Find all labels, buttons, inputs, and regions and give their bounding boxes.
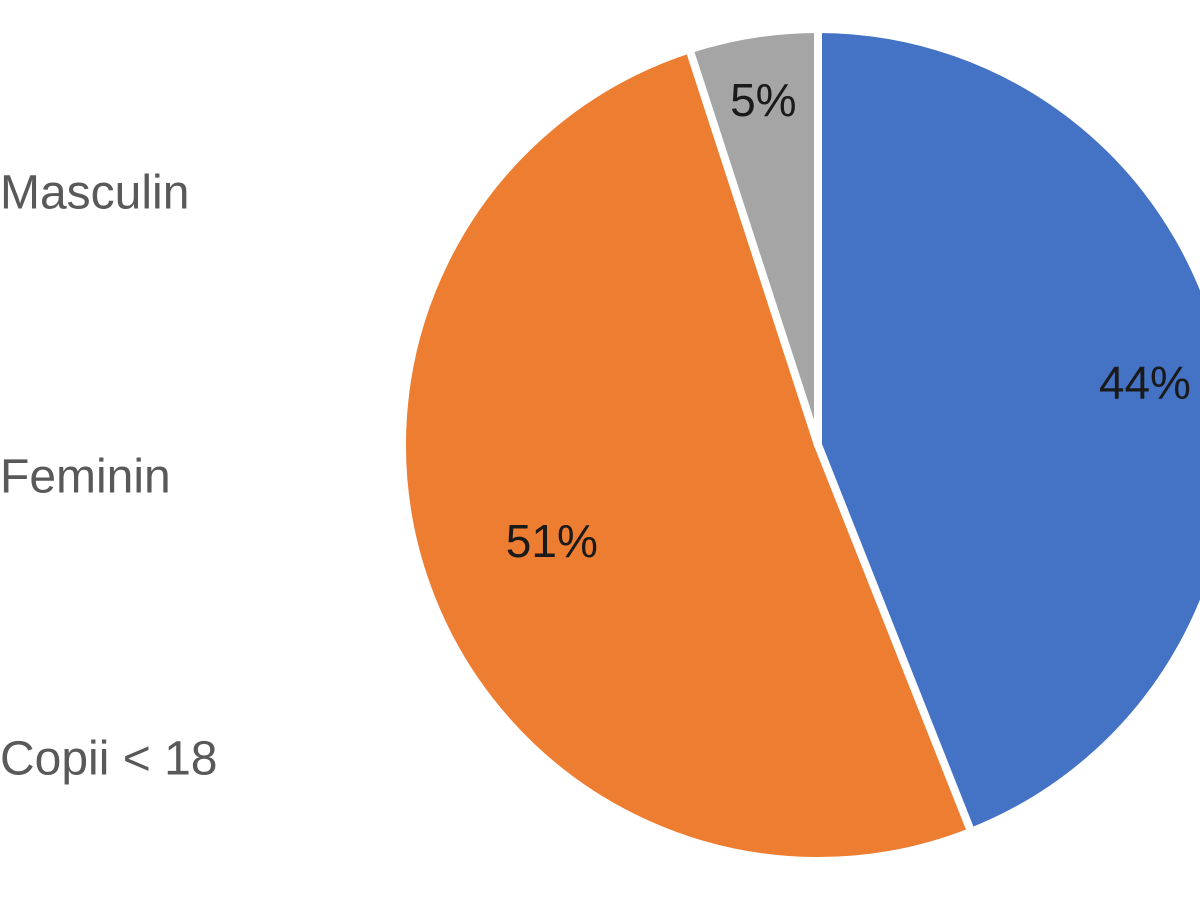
legend-item: Copii < 18 bbox=[0, 733, 217, 786]
legend-item: Masculin bbox=[0, 167, 189, 220]
legend-item: Feminin bbox=[0, 451, 171, 504]
data-label: 51% bbox=[506, 515, 598, 567]
legend: Masculin Feminin Copii < 18 bbox=[0, 167, 217, 786]
pie-data-labels: 44% 51% 5% bbox=[506, 74, 1191, 567]
data-label: 44% bbox=[1099, 357, 1191, 409]
pie-slice-masculin bbox=[814, 25, 1200, 836]
pie-slice-feminin bbox=[398, 45, 976, 865]
pie-slice-copii-18 bbox=[685, 25, 822, 449]
data-label: 5% bbox=[730, 74, 796, 126]
pie-slices bbox=[398, 25, 1200, 865]
